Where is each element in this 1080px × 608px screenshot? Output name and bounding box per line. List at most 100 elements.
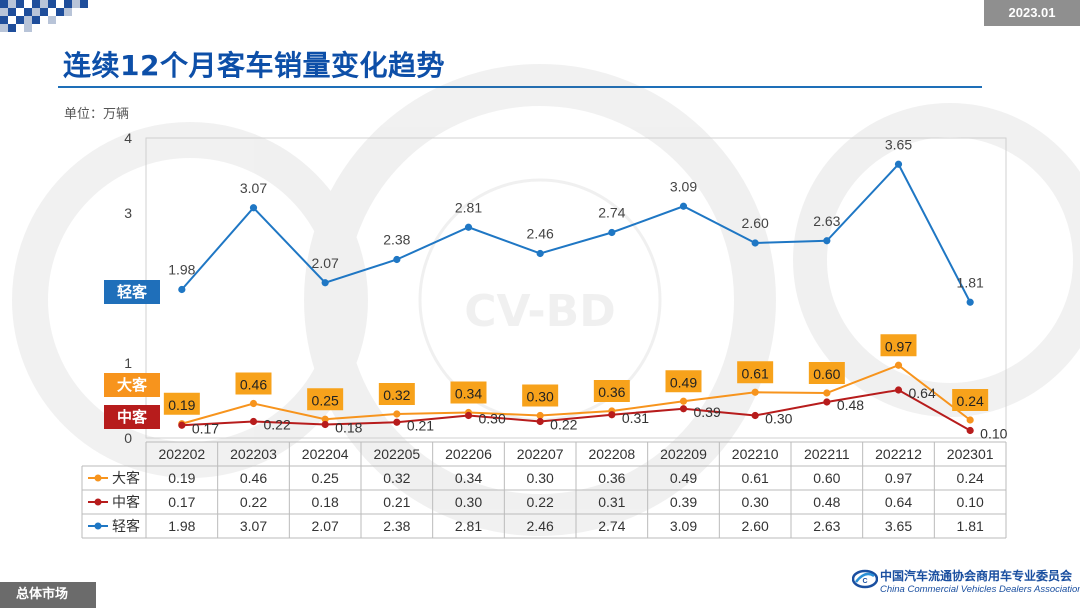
- series-point: [823, 389, 831, 397]
- series-point: [321, 420, 329, 429]
- table-header-cell: 202212: [875, 446, 922, 462]
- series-point: [536, 249, 544, 258]
- series-point: [966, 426, 974, 435]
- series-line-0: [181, 364, 971, 425]
- data-label-large-text: 0.25: [312, 392, 339, 408]
- data-label-large-bg: [665, 370, 702, 393]
- table-cell: 2.46: [527, 518, 554, 534]
- data-label-large-bg: [163, 392, 200, 415]
- y-tick-label: 3: [124, 205, 132, 221]
- org-name-en: China Commercial Vehicles Dealers Associ…: [880, 584, 1080, 595]
- watermark: CV-BD: [12, 64, 1080, 536]
- data-label-large: 0.36: [593, 380, 630, 402]
- series-point: [679, 405, 688, 413]
- data-label-light: 2.81: [455, 199, 482, 215]
- table-cell: 0.30: [742, 494, 769, 510]
- series-point: [751, 239, 759, 247]
- series-tag-bg: [104, 373, 160, 397]
- table-row-name: 大客: [112, 470, 140, 487]
- data-label-medium: 0.39: [694, 404, 721, 420]
- data-label-medium: 0.22: [264, 417, 291, 433]
- legend-marker: [94, 498, 102, 506]
- table-cell: 0.24: [957, 470, 984, 486]
- data-label-large-text: 0.36: [598, 384, 625, 400]
- association-logo-icon: C: [852, 569, 878, 589]
- series-point: [536, 411, 544, 420]
- data-label-large-bg: [593, 380, 630, 402]
- data-label-large-bg: [522, 384, 559, 407]
- series-point: [321, 279, 329, 287]
- data-label-light: 3.07: [240, 180, 267, 196]
- y-tick-label: 1: [124, 355, 132, 371]
- data-label-large: 0.60: [808, 362, 845, 384]
- data-label-medium: 0.30: [765, 411, 792, 427]
- table-cell: 0.39: [670, 494, 697, 510]
- series-point: [751, 388, 759, 396]
- table-cell: 0.32: [383, 470, 410, 486]
- table-cell: 0.19: [168, 470, 195, 486]
- series-point: [249, 417, 258, 426]
- svg-text:C: C: [862, 578, 867, 585]
- data-label-large-bg: [235, 372, 272, 395]
- data-label-large-text: 0.19: [168, 397, 195, 413]
- table-cell: 2.07: [312, 518, 339, 534]
- data-label-large: 0.61: [737, 361, 774, 384]
- data-label-large: 0.97: [880, 334, 917, 357]
- table-cell: 0.48: [813, 494, 840, 510]
- series-point: [464, 223, 473, 231]
- table-cell: 1.98: [168, 518, 195, 534]
- data-label-light: 1.81: [957, 274, 984, 290]
- series-point: [894, 361, 903, 369]
- table-header-cell: 202204: [302, 446, 349, 462]
- data-label-medium: 0.21: [407, 417, 434, 433]
- table-cell: 3.07: [240, 518, 267, 534]
- data-label-medium: 0.64: [909, 385, 936, 401]
- series-point: [751, 411, 759, 420]
- series-point: [894, 386, 903, 394]
- table-cell: 0.10: [957, 494, 984, 510]
- series-point: [536, 417, 544, 426]
- table-cell: 0.34: [455, 470, 482, 486]
- data-label-large-bg: [952, 389, 989, 411]
- table-cell: 0.21: [383, 494, 410, 510]
- table-cell: 2.81: [455, 518, 482, 534]
- table-cell: 0.36: [598, 470, 625, 486]
- data-label-large: 0.25: [307, 388, 344, 411]
- table-cell: 0.31: [598, 494, 625, 510]
- data-label-medium: 0.18: [335, 420, 362, 436]
- table-header-cell: 202208: [588, 446, 635, 462]
- table-header-cell: 202209: [660, 446, 707, 462]
- data-label-large-bg: [450, 381, 487, 404]
- data-label-large: 0.19: [163, 392, 200, 415]
- data-label-large: 0.24: [952, 389, 989, 411]
- data-label-large-text: 0.60: [813, 366, 840, 382]
- data-label-large-bg: [307, 388, 344, 411]
- table-cell: 0.22: [527, 494, 554, 510]
- y-tick-label: 0: [124, 430, 132, 446]
- unit-label: 单位：万辆: [64, 107, 130, 122]
- series-point: [464, 411, 473, 420]
- data-label-large-bg: [378, 383, 415, 405]
- data-label-light: 3.65: [885, 136, 912, 152]
- table-cell: 0.17: [168, 494, 195, 510]
- table-header-cell: 202207: [517, 446, 564, 462]
- series-tag-bg: [104, 280, 160, 304]
- data-label-large-text: 0.30: [527, 389, 554, 405]
- series-point: [679, 202, 688, 210]
- data-label-large: 0.32: [378, 383, 415, 405]
- table-cell: 0.61: [742, 470, 769, 486]
- data-label-large-text: 0.49: [670, 374, 697, 390]
- series-point: [249, 399, 258, 408]
- data-label-medium: 0.30: [479, 411, 506, 427]
- data-label-large: 0.34: [450, 381, 487, 404]
- table-cell: 0.30: [455, 494, 482, 510]
- series-point: [608, 228, 616, 237]
- table-cell: 0.25: [312, 470, 339, 486]
- data-label-large: 0.49: [665, 370, 702, 393]
- data-label-light: 2.60: [742, 215, 769, 231]
- data-label-large-bg: [737, 361, 774, 384]
- page-title: 连续12个月客车销量变化趋势: [63, 49, 445, 82]
- data-label-large-text: 0.24: [957, 393, 984, 409]
- data-label-large-text: 0.61: [742, 365, 769, 381]
- legend-marker: [94, 522, 102, 530]
